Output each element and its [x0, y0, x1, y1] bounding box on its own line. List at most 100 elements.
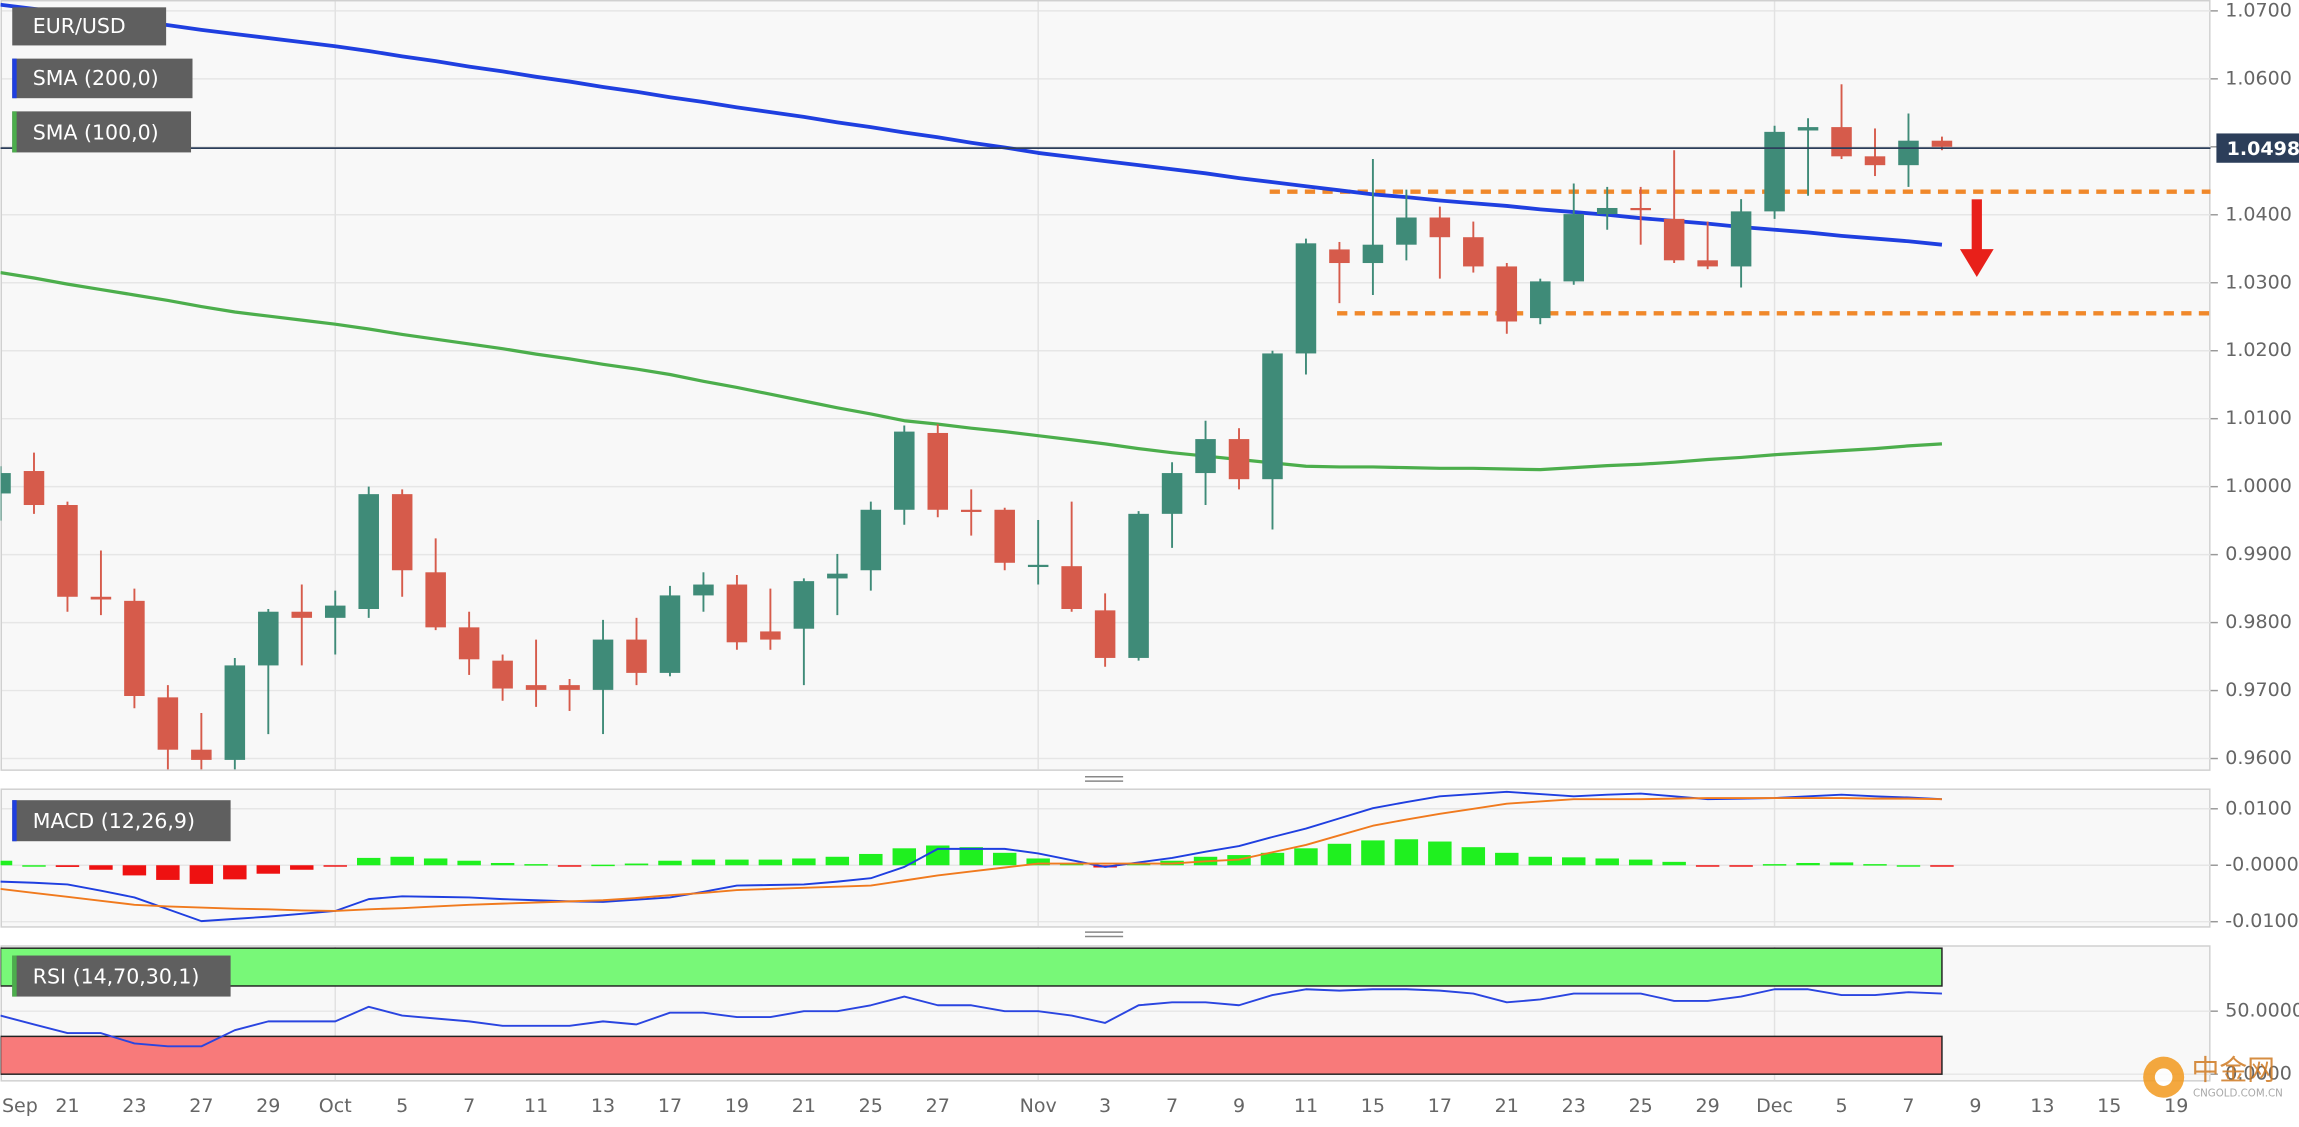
watermark-logo [2154, 1068, 2173, 1086]
x-tick-label: 7 [1166, 1095, 1178, 1117]
legend: EUR/USD SMA (200,0) SMA (100,0) MACD (12… [12, 7, 231, 997]
rsi-plot [0, 947, 1943, 1075]
candle-body [0, 473, 11, 494]
legend-box [12, 955, 231, 997]
candle-body [525, 685, 547, 690]
candle-body [994, 509, 1015, 563]
candle-body [358, 494, 379, 610]
candle-body [1161, 473, 1183, 514]
candle-body [157, 697, 179, 750]
price-plot [0, 2, 2211, 770]
x-tick-label: Dec [1756, 1095, 1793, 1117]
y-tick-label: 0.9600 [2225, 747, 2292, 769]
indicator-line [0, 2, 1943, 247]
candle-body [1061, 566, 1082, 610]
histogram-bar [557, 865, 582, 867]
x-tick-label: 11 [524, 1095, 548, 1117]
candle-body [860, 509, 882, 571]
candle-body [1596, 207, 1618, 215]
x-tick-label: 21 [55, 1095, 79, 1117]
x-tick-label: 13 [591, 1095, 615, 1117]
histogram-bar [423, 858, 448, 866]
histogram-bar [457, 860, 481, 866]
x-tick-label: 23 [122, 1095, 146, 1117]
candle-body [894, 431, 915, 510]
indicator-line [0, 988, 1942, 1048]
x-tick-label: 29 [1696, 1095, 1720, 1117]
candle-body [224, 665, 246, 760]
legend-box [12, 111, 192, 153]
histogram-bar [189, 865, 214, 884]
watermark-name: 中金网 [2191, 1053, 2275, 1086]
histogram-bar [290, 865, 314, 870]
y-tick-label: 1.0000 [2225, 475, 2292, 497]
candle-body [258, 611, 279, 666]
candle-body [592, 639, 614, 690]
candle-body [1831, 127, 1852, 157]
x-tick-label: 5 [396, 1095, 408, 1117]
candle-body [1463, 237, 1484, 267]
legend-entry[interactable]: SMA (100,0) [33, 120, 159, 144]
x-tick-label: 5 [1835, 1095, 1847, 1117]
histogram-bar [0, 860, 13, 866]
histogram-bar [1896, 865, 1921, 867]
candle-body [1630, 207, 1651, 211]
x-tick-label: 17 [658, 1095, 682, 1117]
x-tick-label: 25 [859, 1095, 883, 1117]
histogram-bar [658, 860, 682, 866]
candle-body [1663, 218, 1685, 261]
histogram-bar [1729, 865, 1753, 867]
histogram-bar [725, 859, 749, 866]
y-tick-label: 0.9800 [2225, 611, 2292, 633]
legend-swatch [12, 955, 17, 997]
y-tick-label: -0.0100 [2225, 910, 2299, 932]
histogram-bar [892, 848, 917, 866]
candle-body [1797, 127, 1819, 131]
histogram-bar [1829, 862, 1854, 866]
candle-body [1563, 214, 1585, 282]
indicator-title[interactable]: MACD (12,26,9) [33, 809, 195, 833]
x-tick-label: 27 [189, 1095, 213, 1117]
x-tick-label: 9 [1233, 1095, 1245, 1117]
candle-body [1128, 513, 1149, 658]
x-tick-label: 3 [1099, 1095, 1111, 1117]
watermark-site: CNGOLD.COM.CN [2193, 1087, 2283, 1099]
histogram-bar [758, 859, 783, 866]
histogram-bar [1327, 843, 1352, 866]
legend-entry[interactable]: SMA (200,0) [33, 66, 159, 90]
indicator-title[interactable]: RSI (14,70,30,1) [33, 965, 200, 989]
candle-body [1898, 140, 1919, 166]
histogram-bar [1662, 861, 1686, 866]
candle-body [1496, 266, 1518, 322]
histogram-bar [1461, 847, 1486, 866]
histogram-bar [1762, 864, 1787, 866]
legend-swatch [12, 111, 17, 153]
candle-body [827, 573, 848, 579]
histogram-bar [1026, 858, 1050, 866]
histogram-bar [691, 859, 716, 866]
x-tick-label: 19 [725, 1095, 749, 1117]
y-tick-label: 1.0300 [2225, 271, 2292, 293]
histogram-bar [1361, 840, 1385, 866]
x-tick-label: 13 [2030, 1095, 2054, 1117]
candle-body [693, 584, 714, 596]
y-tick-label: 50.0000 [2225, 1000, 2299, 1022]
histogram-bar [524, 864, 548, 866]
candle-body [1094, 610, 1116, 658]
x-tick-label: 29 [256, 1095, 280, 1117]
candle-body [1730, 211, 1752, 267]
histogram-bar [22, 865, 46, 867]
resize-handle[interactable] [1085, 776, 1124, 938]
histogram-bar [256, 865, 281, 874]
x-tick-label: 11 [1294, 1095, 1318, 1117]
histogram-bar [591, 864, 615, 867]
watermark: 中金网 CNGOLD.COM.CN [2143, 1053, 2283, 1099]
candle-body [1864, 156, 1886, 166]
candle-body [559, 685, 580, 690]
histogram-bar [122, 865, 147, 876]
histogram-bar [1428, 841, 1452, 866]
candle-body [1295, 243, 1317, 354]
histogram-bar [926, 845, 950, 866]
candle-body [1329, 249, 1350, 264]
candle-body [960, 509, 982, 512]
